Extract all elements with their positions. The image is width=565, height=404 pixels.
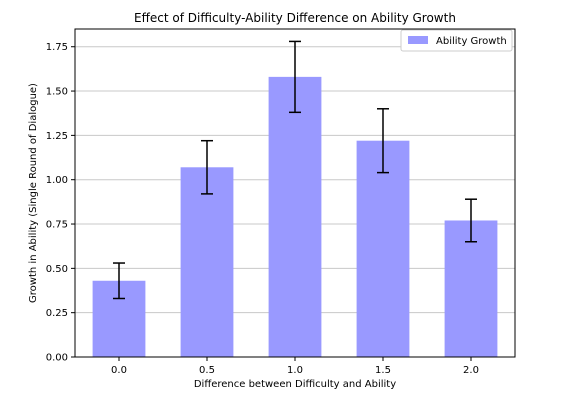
error-bar — [289, 40, 301, 114]
x-tick-label: 0.5 — [199, 365, 215, 376]
y-tick-label: 0.00 — [46, 353, 68, 364]
x-tick-label: 1.5 — [375, 365, 391, 376]
x-tick-label: 0.0 — [111, 365, 127, 376]
bar — [356, 140, 410, 357]
legend-box — [400, 29, 513, 52]
bar — [444, 220, 498, 357]
bar — [180, 167, 234, 357]
x-tick-label: 1.0 — [287, 365, 303, 376]
chart-title: Effect of Difficulty-Ability Difference … — [134, 11, 456, 25]
y-axis-label: Growth in Ability (Single Round of Dialo… — [28, 83, 39, 303]
bar — [268, 76, 322, 357]
y-tick-label: 1.75 — [46, 42, 68, 53]
legend: Ability Growth — [400, 29, 513, 52]
error-bar — [465, 198, 477, 243]
legend-swatch — [408, 36, 428, 44]
error-bar — [113, 262, 125, 300]
x-axis-label: Difference between Difficulty and Abilit… — [194, 379, 396, 390]
y-tick-label: 1.00 — [46, 175, 68, 186]
y-tick-label: 0.50 — [46, 264, 68, 275]
y-tick-label: 1.25 — [46, 131, 68, 142]
error-bar — [377, 108, 389, 174]
x-axis-ticks: 0.0 0.5 1.0 1.5 2.0 — [111, 357, 479, 376]
y-tick-label: 0.75 — [46, 220, 68, 231]
y-tick-label: 0.25 — [46, 308, 68, 319]
error-bars — [113, 40, 477, 300]
legend-label: Ability Growth — [436, 36, 507, 47]
y-tick-label: 1.50 — [46, 87, 68, 98]
y-axis-ticks: 0.00 0.25 0.50 0.75 1.00 1.25 1.50 1.75 — [46, 42, 75, 364]
x-tick-label: 2.0 — [463, 365, 479, 376]
error-bar — [201, 139, 213, 195]
bars — [92, 76, 498, 357]
